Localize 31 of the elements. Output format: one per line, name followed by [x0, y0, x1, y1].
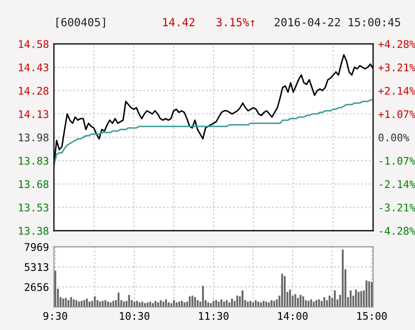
- y-tick-label: 5313: [24, 263, 48, 271]
- x-tick-label: 15:00: [357, 312, 387, 320]
- y2-tick-label: +2.14%: [378, 86, 415, 95]
- y-tick-label: 2656: [24, 283, 48, 292]
- x-tick-label: 14:00: [278, 312, 308, 320]
- chart-title: [600405]: [56, 18, 105, 28]
- y2-tick-label: +3.21%: [378, 63, 415, 72]
- y-tick-label: 13.83: [18, 156, 48, 165]
- x-tick-label: 11:30: [199, 312, 229, 320]
- y2-tick-label: -4.28%: [380, 226, 415, 235]
- line-series: [54, 99, 374, 166]
- y2-tick-label: -1.07%: [380, 156, 415, 165]
- y-tick-label: 13.98: [18, 134, 48, 142]
- y2-tick-label: -2.14%: [380, 180, 415, 188]
- x-tick-label: 9:30: [43, 312, 68, 320]
- text: 3.15%↑: [216, 18, 254, 26]
- y-tick-label: 14.28: [18, 86, 48, 95]
- y2-tick-label: -3.21%: [380, 204, 415, 212]
- y-tick-label: 13.68: [18, 180, 48, 188]
- y-tick-label: 7969: [24, 243, 48, 251]
- y-tick-label: 14.43: [18, 63, 48, 72]
- text: 14.42: [163, 18, 194, 26]
- y2-tick-label: +4.28%: [378, 40, 415, 48]
- y-tick-label: 14.58: [18, 40, 48, 48]
- y2-tick-label: +1.07%: [378, 110, 415, 118]
- y-tick-label: 13.53: [18, 204, 48, 212]
- y2-tick-label: 0.00%: [378, 134, 410, 142]
- y-tick-label: 14.13: [18, 110, 48, 118]
- y-tick-label: 13.38: [18, 226, 48, 235]
- text: 2016-04-22 15:00:45: [274, 18, 400, 26]
- x-tick-label: 10:30: [120, 312, 150, 320]
